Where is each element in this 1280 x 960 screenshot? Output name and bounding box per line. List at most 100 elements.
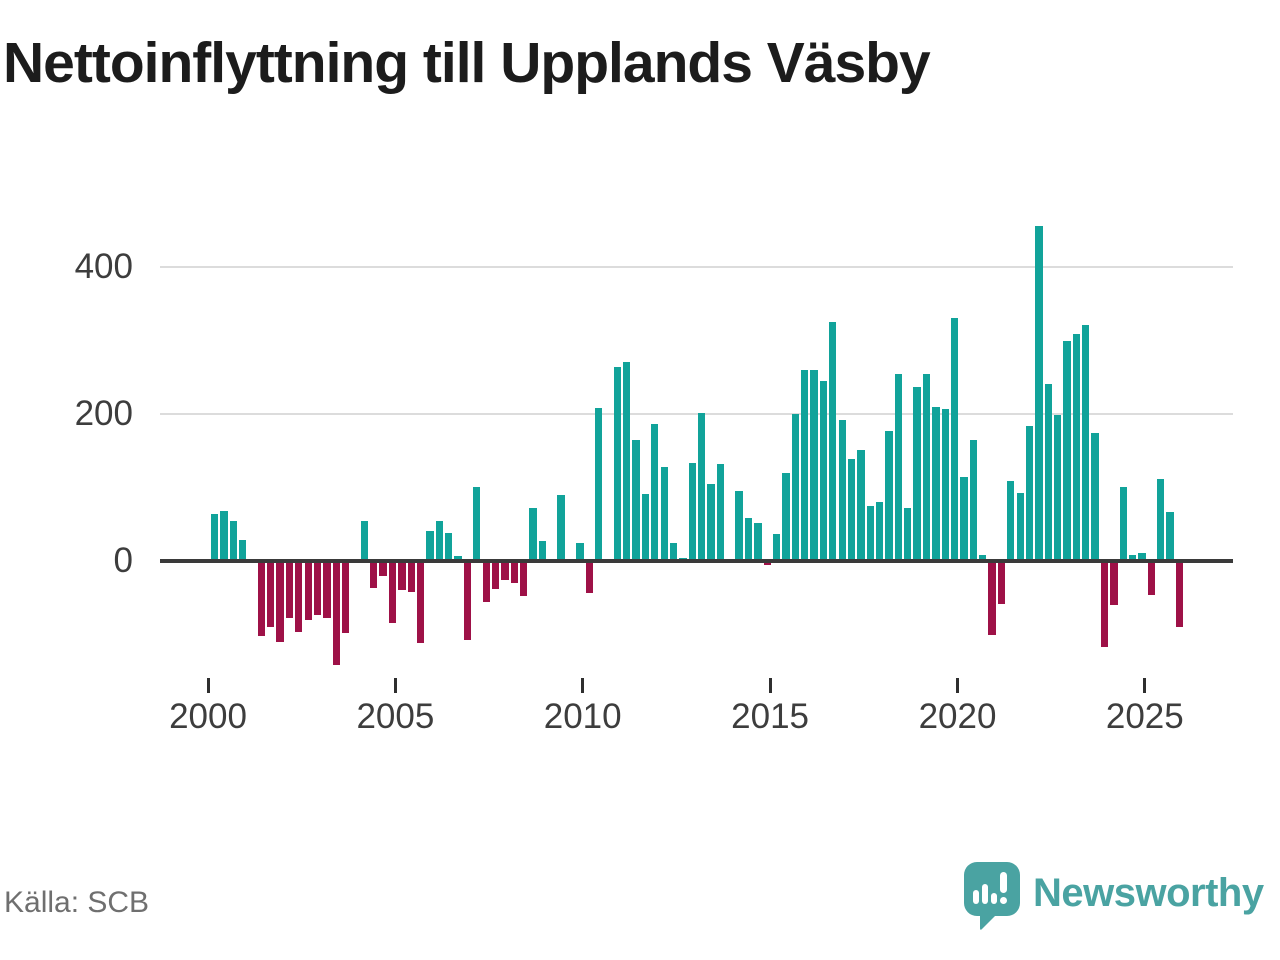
x-tick-label: 2015 (731, 697, 810, 736)
bar (520, 561, 528, 596)
bar (1147, 561, 1155, 595)
bar (941, 409, 949, 561)
bar (838, 420, 846, 561)
bar (360, 521, 369, 561)
bar (416, 561, 425, 643)
bar (950, 318, 959, 561)
bar (866, 506, 874, 561)
y-tick-label: 400 (74, 247, 133, 286)
bar (342, 561, 350, 633)
gridline-400 (160, 266, 1233, 268)
y-tick-label: 200 (74, 394, 133, 433)
bar (997, 561, 1006, 604)
bar (454, 556, 462, 561)
bar (1175, 561, 1184, 627)
x-axis-tick (393, 678, 397, 693)
bar (229, 521, 237, 561)
gridline-200 (160, 413, 1233, 415)
bar (857, 450, 865, 561)
bar (744, 518, 753, 561)
bar (557, 495, 565, 561)
bar (1091, 433, 1099, 561)
bar (791, 414, 799, 561)
bar (876, 502, 884, 561)
bar (313, 561, 322, 615)
bar (969, 440, 977, 561)
bar (988, 561, 996, 635)
x-tick-label: 2010 (543, 697, 622, 736)
bar (651, 424, 659, 561)
bar (801, 370, 809, 561)
bar (1063, 341, 1071, 561)
bar (304, 561, 312, 620)
bar (660, 467, 668, 561)
bar (473, 487, 481, 561)
bar (426, 531, 434, 561)
bar (1166, 512, 1174, 561)
bar (538, 541, 547, 561)
bar (407, 561, 415, 592)
bar (1016, 493, 1024, 561)
bar (276, 561, 284, 642)
x-tick-label: 2005 (356, 697, 435, 736)
bar (932, 407, 940, 561)
bar (379, 561, 387, 576)
bar (1138, 553, 1146, 561)
bar (613, 367, 621, 561)
bar (1072, 334, 1081, 561)
y-tick-label: 0 (113, 541, 133, 580)
bar (1044, 384, 1052, 561)
bar (922, 374, 931, 561)
bar (491, 561, 500, 589)
bar (295, 561, 303, 632)
bar (370, 561, 378, 588)
newsworthy-wordmark: Newsworthy (1033, 871, 1264, 915)
bar (810, 370, 818, 561)
bar (594, 408, 603, 561)
bar (1082, 325, 1090, 561)
bar (894, 374, 903, 561)
bar (1119, 487, 1127, 561)
bar (782, 473, 790, 561)
bar (445, 533, 453, 561)
bar (435, 521, 443, 561)
bar (716, 464, 725, 561)
bar (1007, 481, 1015, 561)
bar (1054, 415, 1062, 561)
x-axis-tick (206, 678, 210, 693)
x-axis-tick (956, 678, 959, 693)
bar-chart-speech-bubble-icon (964, 862, 1020, 930)
x-axis-tick (768, 678, 772, 693)
bar (388, 561, 397, 623)
bar (398, 561, 406, 590)
bar (257, 561, 265, 636)
bar (623, 362, 631, 561)
bar (210, 514, 219, 561)
x-axis-line (160, 559, 1233, 563)
bar (641, 494, 650, 561)
bar (238, 540, 247, 561)
bar-chart-plot-area: 0 200 400 2000 2005 2010 2015 2020 2025 (74, 226, 1233, 736)
bar (1128, 555, 1137, 561)
bar (1035, 226, 1043, 561)
bar (885, 431, 893, 561)
bar (772, 534, 781, 561)
bar (698, 413, 706, 561)
bar (754, 523, 762, 561)
bar (1100, 561, 1109, 647)
bar (267, 561, 275, 627)
bar (463, 561, 472, 640)
bar (1025, 426, 1034, 561)
bar (979, 555, 987, 561)
chart-title: Nettoinflyttning till Upplands Väsby (3, 31, 931, 95)
x-axis-tick (1143, 678, 1147, 693)
source-text: Källa: SCB (4, 886, 150, 919)
bar (285, 561, 294, 618)
bar (510, 561, 518, 583)
bar (1110, 561, 1118, 605)
bar (707, 484, 715, 561)
x-tick-label: 2020 (918, 697, 997, 736)
bar (913, 387, 921, 561)
bar (576, 543, 584, 561)
